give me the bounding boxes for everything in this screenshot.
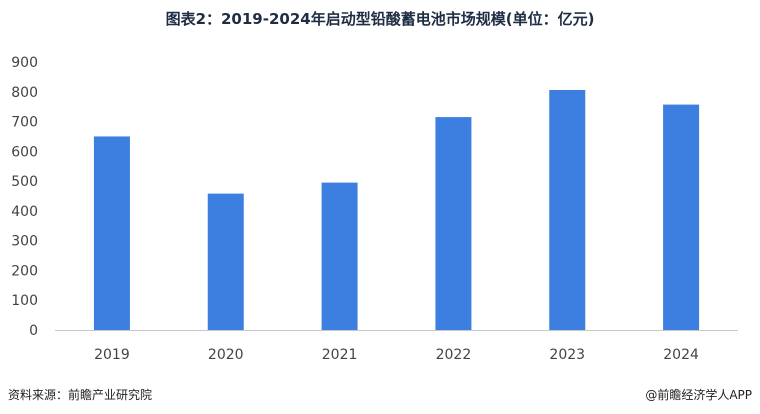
y-tick-label: 300 xyxy=(11,234,38,250)
x-tick-label: 2022 xyxy=(436,347,472,363)
y-tick-labels: 0 100 200 300 400 500 600 700 800 900 xyxy=(11,55,38,339)
bar-2019 xyxy=(93,136,130,330)
y-tick-label: 600 xyxy=(11,144,38,160)
source-note: 资料来源：前瞻产业研究院 xyxy=(8,388,153,402)
y-tick-label: 400 xyxy=(11,204,38,220)
bar-2023 xyxy=(549,89,586,330)
y-tick-label: 0 xyxy=(29,323,38,339)
y-tick-label: 200 xyxy=(11,263,38,279)
x-tick-label: 2023 xyxy=(549,347,585,363)
x-tick-label: 2024 xyxy=(663,347,699,363)
bar-2024 xyxy=(663,104,700,331)
credit-note: @前瞻经济学人APP xyxy=(645,388,752,402)
y-tick-label: 900 xyxy=(11,55,38,71)
y-tick-label: 700 xyxy=(11,115,38,131)
bar-2022 xyxy=(435,117,472,330)
x-tick-label: 2020 xyxy=(208,347,244,363)
y-tick-label: 100 xyxy=(11,293,38,309)
bar-2020 xyxy=(207,193,244,330)
chart-title: 图表2：2019-2024年启动型铅酸蓄电池市场规模(单位：亿元) xyxy=(165,10,595,28)
x-tick-label: 2021 xyxy=(322,347,358,363)
x-tick-labels: 2019 2020 2021 2022 2023 2024 xyxy=(94,347,699,363)
y-tick-label: 800 xyxy=(11,85,38,101)
bar-2021 xyxy=(321,182,358,330)
y-tick-label: 500 xyxy=(11,174,38,190)
x-tick-label: 2019 xyxy=(94,347,130,363)
bars xyxy=(93,89,700,331)
